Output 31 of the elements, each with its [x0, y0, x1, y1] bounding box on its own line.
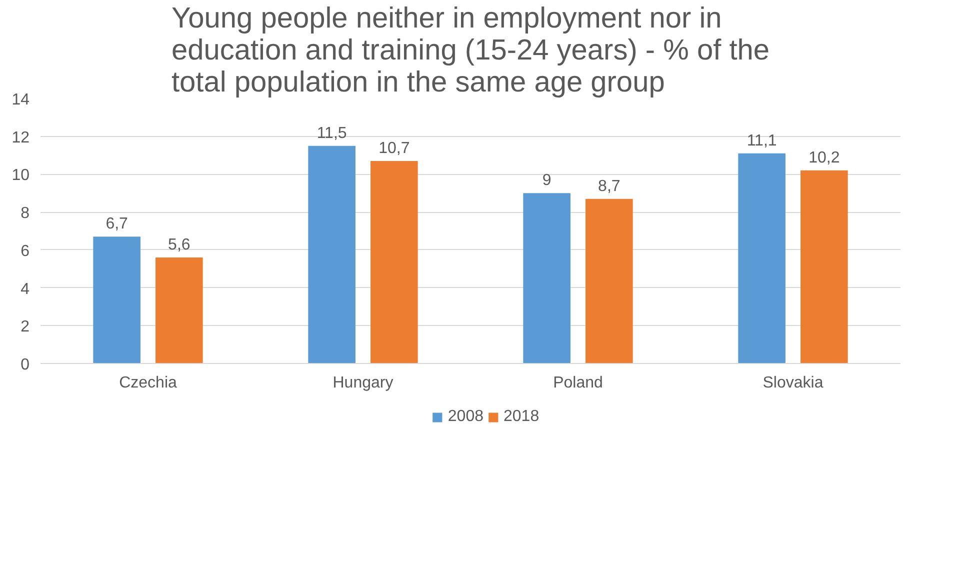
data-label: 5,6	[168, 236, 190, 254]
y-tick-label: 2	[20, 318, 30, 336]
bar	[308, 146, 356, 364]
x-tick-label: Hungary	[332, 374, 394, 392]
y-tick-label: 10	[12, 167, 30, 184]
legend-label: 2008	[448, 408, 484, 426]
chart-title: Young people neither in employment nor in education and training (15-24 years) - % of the total population in the same age group	[171, 2, 770, 98]
bar	[523, 193, 570, 364]
y-tick-label: 8	[20, 205, 30, 222]
y-tick-label: 12	[12, 129, 30, 146]
data-label: 11,1	[746, 132, 777, 150]
bar	[370, 160, 418, 364]
x-tick-label: Slovakia	[762, 374, 824, 392]
data-label: 10,7	[378, 140, 410, 157]
data-label: 9	[542, 172, 552, 190]
x-tick-label: Czechia	[119, 374, 178, 392]
bar	[738, 153, 786, 364]
data-label: 11,5	[316, 124, 347, 142]
bar	[93, 236, 140, 364]
y-tick-label: 0	[20, 356, 30, 374]
data-label: 6,7	[106, 216, 128, 233]
bar	[800, 170, 848, 364]
y-tick-label: 4	[20, 280, 30, 298]
data-label: 10,2	[808, 149, 840, 166]
legend-label: 2018	[504, 408, 540, 426]
data-label: 8,7	[598, 178, 620, 195]
y-tick-label: 6	[20, 242, 30, 260]
y-tick-label: 14	[12, 92, 30, 108]
bar	[586, 198, 633, 364]
bar	[156, 258, 203, 364]
x-tick-label: Poland	[553, 374, 603, 392]
